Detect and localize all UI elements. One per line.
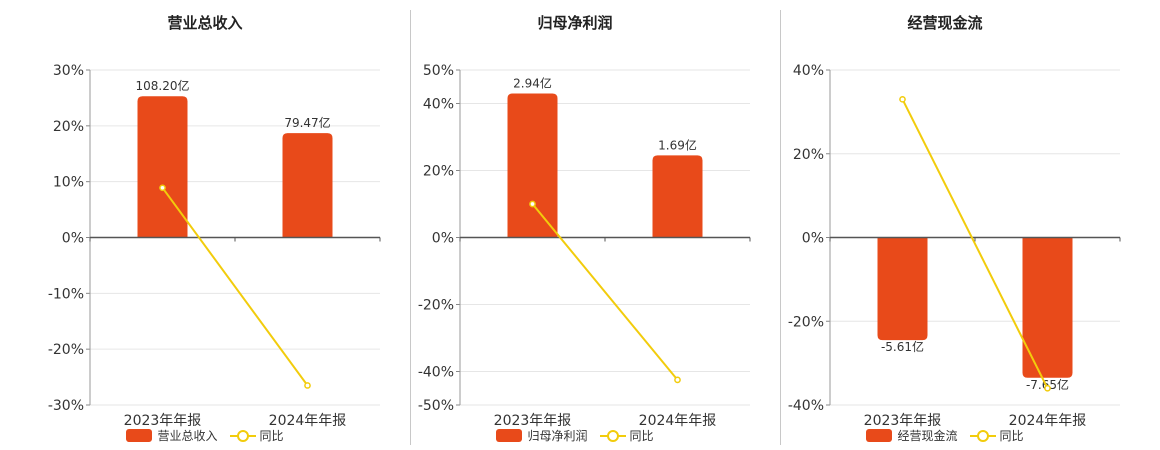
panel-divider xyxy=(410,10,411,445)
legend-line-swatch xyxy=(229,429,256,442)
legend-line-label: 同比 xyxy=(629,429,654,443)
x-tick-label: 2023年年报 xyxy=(864,413,942,429)
bar[interactable] xyxy=(652,155,703,238)
legend-item-bar[interactable]: 经营现金流 xyxy=(866,427,958,444)
y-tick-label: 40% xyxy=(793,63,824,79)
legend-line-swatch xyxy=(969,429,996,442)
y-tick-label: 20% xyxy=(793,147,824,163)
x-tick-label: 2023年年报 xyxy=(124,413,202,429)
bar-data-label: -7.65亿 xyxy=(1026,377,1069,392)
legend-bar-label: 归母净利润 xyxy=(527,429,588,443)
chart-title: 归母净利润 xyxy=(537,14,613,32)
x-tick-label: 2024年年报 xyxy=(639,413,717,429)
bar[interactable] xyxy=(282,133,333,238)
y-tick-label: 0% xyxy=(62,231,84,247)
bar[interactable] xyxy=(507,93,558,238)
legend-item-bar[interactable]: 营业总收入 xyxy=(126,427,218,444)
yoy-line xyxy=(531,203,679,381)
chart-title: 营业总收入 xyxy=(167,14,243,32)
bar-data-label: 108.20亿 xyxy=(136,78,190,93)
legend-item-bar[interactable]: 归母净利润 xyxy=(496,427,588,444)
y-tick-label: -10% xyxy=(48,286,84,302)
yoy-point[interactable] xyxy=(674,376,681,384)
legend-bar-label: 营业总收入 xyxy=(157,429,218,443)
y-tick-label: 40% xyxy=(423,97,454,113)
bar[interactable] xyxy=(137,96,188,238)
legend-line-label: 同比 xyxy=(259,429,284,443)
y-tick-label: 50% xyxy=(423,63,454,79)
legend-bar-swatch xyxy=(126,429,153,442)
yoy-point[interactable] xyxy=(159,184,166,192)
bar[interactable] xyxy=(877,237,928,341)
chart-panel-cash-flow: 经营现金流 40% 20% 0% -20% -40% -5.61亿 -7.65亿 2023年年… xyxy=(760,0,1130,450)
yoy-point[interactable] xyxy=(899,95,906,103)
legend-line-swatch xyxy=(599,429,626,442)
bar[interactable] xyxy=(1022,237,1073,378)
legend-line-label: 同比 xyxy=(999,429,1024,443)
yoy-point[interactable] xyxy=(304,382,311,389)
bar-data-label: 79.47亿 xyxy=(284,115,330,130)
chart-legend: 营业总收入 同比 xyxy=(20,427,390,444)
y-tick-label: -20% xyxy=(788,314,824,330)
legend-item-line[interactable]: 同比 xyxy=(229,427,284,444)
y-tick-label: 30% xyxy=(53,63,84,79)
yoy-line xyxy=(161,187,309,387)
y-tick-label: 10% xyxy=(53,175,84,191)
y-tick-label: -40% xyxy=(788,398,824,414)
x-tick-label: 2023年年报 xyxy=(494,413,572,429)
y-tick-label: -20% xyxy=(48,342,84,358)
legend-bar-swatch xyxy=(496,429,523,442)
y-tick-label: 0% xyxy=(802,231,824,247)
chart-legend: 归母净利润 同比 xyxy=(390,427,760,444)
y-tick-label: -40% xyxy=(418,365,454,381)
legend-item-line[interactable]: 同比 xyxy=(969,427,1024,444)
bar-data-label: 1.69亿 xyxy=(658,137,697,152)
bar-data-label: 2.94亿 xyxy=(513,75,552,90)
chart-legend: 经营现金流 同比 xyxy=(760,427,1130,444)
x-tick-label: 2024年年报 xyxy=(269,413,347,429)
y-tick-label: 20% xyxy=(423,164,454,180)
bar-data-label: -5.61亿 xyxy=(881,339,924,354)
y-tick-label: 20% xyxy=(53,119,84,135)
revenue-chart: 30% 20% 10% 0% -10% -20% -30% 108.20亿 79.47亿 2023… xyxy=(48,63,381,429)
legend-item-line[interactable]: 同比 xyxy=(599,427,654,444)
x-tick-label: 2024年年报 xyxy=(1009,413,1087,429)
y-tick-label: -30% xyxy=(48,398,84,414)
legend-bar-swatch xyxy=(866,429,893,442)
net-profit-chart: 50% 40% 20% 0% -20% -40% -50% 2.94亿 1.69亿 2023年年报… xyxy=(418,63,751,429)
yoy-point[interactable] xyxy=(1044,384,1051,392)
panel-divider xyxy=(780,10,781,445)
y-tick-label: -50% xyxy=(418,398,454,414)
yoy-point[interactable] xyxy=(529,200,536,208)
chart-title: 经营现金流 xyxy=(907,14,983,32)
chart-panel-revenue: 营业总收入 30% 20% 10% 0% -10% -20% -30% 108.20亿 79.4… xyxy=(20,0,390,450)
legend-bar-label: 经营现金流 xyxy=(897,429,958,443)
yoy-line xyxy=(901,98,1049,389)
cash-flow-chart: 40% 20% 0% -20% -40% -5.61亿 -7.65亿 2023年年报 2024年… xyxy=(788,63,1121,429)
y-tick-label: 0% xyxy=(432,231,454,247)
y-tick-label: -20% xyxy=(418,298,454,314)
chart-panel-net-profit: 归母净利润 50% 40% 20% 0% -20% -40% -50% 2.94亿 1.69亿 2… xyxy=(390,0,760,450)
